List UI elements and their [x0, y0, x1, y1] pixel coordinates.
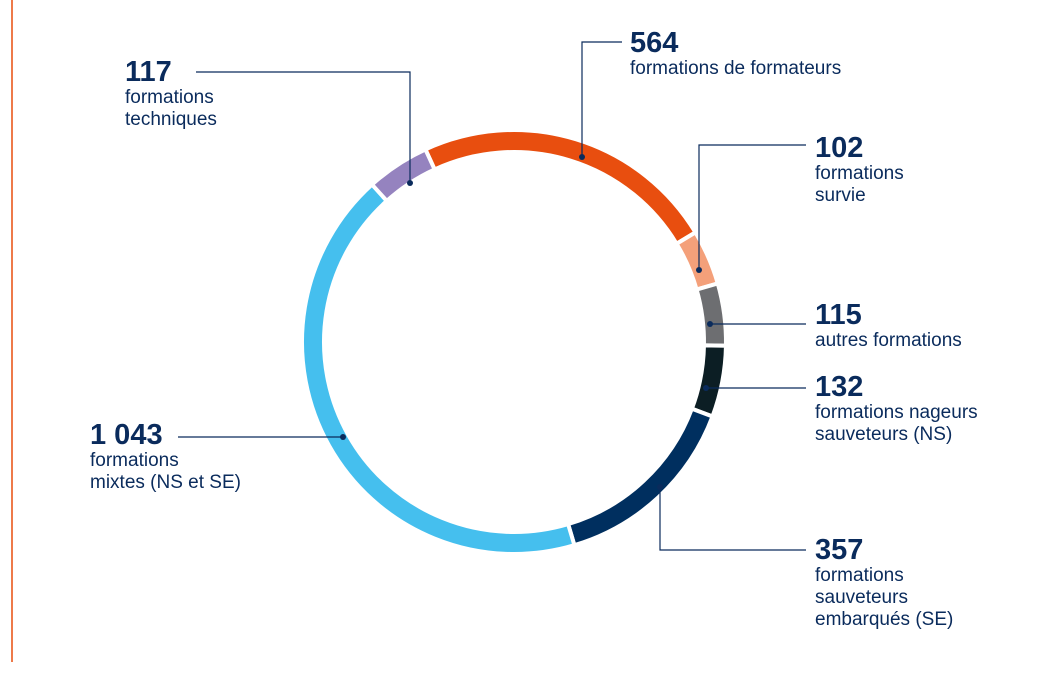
donut-segment	[694, 280, 728, 348]
value-label: 1 043	[90, 419, 163, 451]
leader-dot	[696, 267, 702, 273]
category-label: formations survie	[815, 163, 904, 206]
segment-label: 115 autres formations	[815, 300, 962, 352]
leader-dot	[407, 180, 413, 186]
leader-line	[698, 144, 806, 270]
segment-label: 102 formations survie	[815, 133, 904, 207]
leader-line	[196, 71, 411, 183]
value-label: 102	[815, 132, 864, 164]
leader-dot	[657, 484, 663, 490]
leader-line	[581, 41, 622, 157]
value-label: 115	[815, 299, 862, 331]
value-label: 132	[815, 371, 864, 403]
segment-label: 132 formations nageurs sauveteurs (NS)	[815, 372, 978, 446]
leader-line	[659, 487, 806, 551]
segment-label: 1 043 formations mixtes (NS et SE)	[90, 420, 241, 494]
leader-dot	[340, 434, 346, 440]
segment-label: 357 formations sauveteurs embarqués (SE)	[815, 535, 953, 631]
category-label: formations sauveteurs embarqués (SE)	[815, 565, 954, 630]
donut-segment	[369, 146, 438, 204]
category-label: formations techniques	[125, 87, 217, 130]
donut-segment	[673, 229, 721, 292]
category-label: formations mixtes (NS et SE)	[90, 450, 241, 493]
leader-dot	[579, 154, 585, 160]
value-label: 117	[125, 56, 172, 88]
leader-dot	[707, 321, 713, 327]
category-label: formations nageurs sauveteurs (NS)	[815, 402, 978, 445]
value-label: 357	[815, 534, 864, 566]
segment-label: 117 formations techniques	[125, 57, 217, 131]
donut-segment	[689, 343, 729, 420]
leader-dot	[703, 385, 709, 391]
value-label: 564	[630, 27, 679, 59]
donut-segment	[422, 128, 699, 247]
segment-label: 564 formations de formateurs	[630, 28, 841, 80]
donut-segment	[565, 406, 716, 548]
category-label: formations de formateurs	[630, 58, 842, 79]
category-label: autres formations	[815, 330, 962, 351]
donut-segment	[300, 181, 577, 556]
